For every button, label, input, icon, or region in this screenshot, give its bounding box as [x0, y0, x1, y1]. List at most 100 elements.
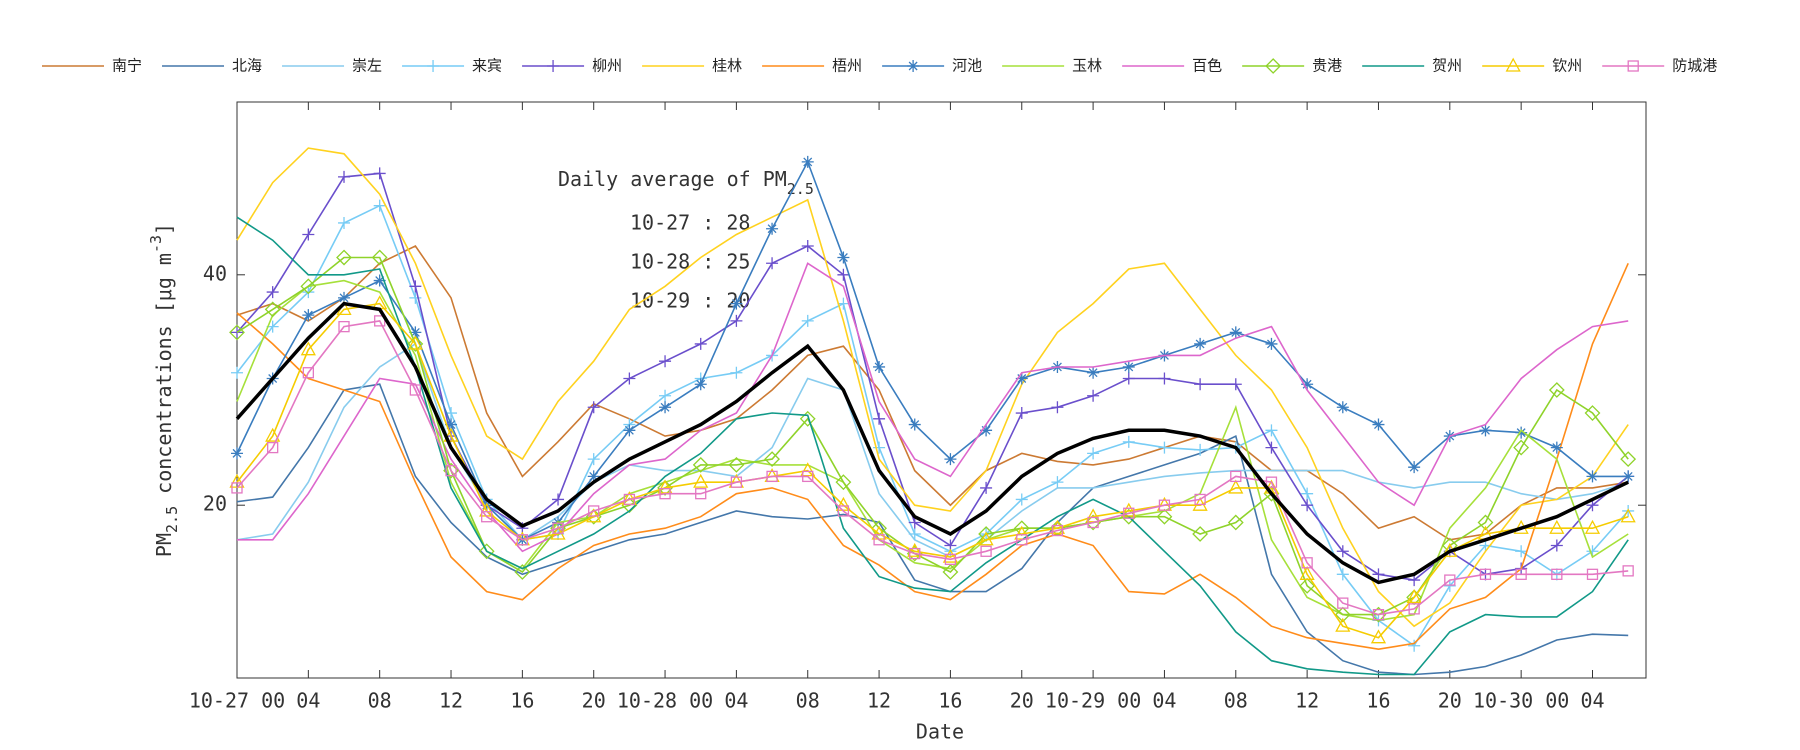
- x-tick-label: 08: [796, 689, 820, 713]
- marker: [407, 335, 423, 350]
- legend-label: 柳州: [592, 57, 622, 75]
- marker: [1265, 337, 1278, 350]
- series: [236, 262, 1629, 651]
- marker: [300, 278, 317, 295]
- x-tick-label: 16: [938, 689, 962, 713]
- marker: [1627, 60, 1639, 72]
- marker: [1230, 470, 1242, 483]
- marker: [409, 326, 422, 339]
- marker: [514, 564, 531, 580]
- marker: [1515, 545, 1528, 558]
- marker: [944, 453, 957, 466]
- marker: [445, 418, 458, 431]
- marker: [302, 367, 314, 379]
- marker: [1584, 519, 1601, 534]
- x-tick-label: 16: [1366, 689, 1390, 713]
- marker: [372, 295, 388, 310]
- series-line: [236, 320, 1629, 616]
- marker: [837, 505, 850, 517]
- marker: [374, 315, 386, 327]
- marker: [443, 427, 459, 442]
- marker: [1620, 451, 1637, 468]
- marker: [1122, 360, 1135, 373]
- legend-item: 玉林: [1002, 57, 1102, 75]
- marker: [1087, 447, 1100, 460]
- marker: [338, 291, 351, 304]
- marker: [692, 456, 709, 473]
- annotation-line: 10-29 : 20: [630, 289, 750, 313]
- marker: [1299, 565, 1315, 580]
- marker: [445, 464, 457, 477]
- marker: [1335, 617, 1351, 632]
- legend-item: 河池: [882, 57, 982, 75]
- marker: [1049, 519, 1066, 534]
- legend-item: 来宾: [402, 57, 502, 75]
- marker: [801, 155, 814, 168]
- y-label-rest: concentrations [μg m: [152, 253, 176, 506]
- marker: [1087, 516, 1099, 529]
- legend-label: 贺州: [1432, 57, 1462, 75]
- x-axis-label: Date: [916, 720, 964, 744]
- marker: [980, 424, 993, 437]
- y-label-main: PM: [152, 533, 176, 557]
- marker: [338, 320, 350, 333]
- series: [236, 244, 1629, 541]
- x-tick-label: 12: [439, 689, 463, 713]
- marker: [373, 199, 386, 212]
- marker: [1194, 493, 1206, 506]
- marker: [587, 470, 600, 483]
- x-tick-label: 20: [1010, 689, 1034, 713]
- marker: [1336, 568, 1349, 581]
- marker: [1444, 574, 1456, 586]
- legend-item: 贺州: [1362, 57, 1462, 75]
- marker: [1301, 378, 1314, 391]
- annotation-title-sub: 2.5: [787, 180, 814, 198]
- marker: [516, 534, 529, 546]
- marker: [1406, 588, 1422, 604]
- marker: [1334, 606, 1351, 623]
- marker: [873, 360, 886, 373]
- series-line: [236, 159, 1629, 541]
- marker: [764, 451, 780, 468]
- marker: [1443, 579, 1456, 592]
- marker: [835, 474, 852, 491]
- x-tick-label: 10-30 00: [1473, 689, 1569, 713]
- marker: [695, 488, 707, 500]
- legend-item: 梧州: [762, 57, 862, 75]
- marker: [909, 547, 921, 560]
- marker: [373, 274, 386, 287]
- marker: [1515, 426, 1528, 439]
- series: [231, 315, 1634, 621]
- marker: [1016, 534, 1028, 546]
- marker: [908, 418, 921, 431]
- legend-label: 来宾: [472, 57, 502, 75]
- marker: [1123, 507, 1135, 519]
- marker: [730, 297, 743, 310]
- marker: [1408, 639, 1421, 652]
- marker: [978, 531, 994, 546]
- marker: [1229, 378, 1242, 391]
- marker: [409, 291, 422, 304]
- x-tick-label: 12: [1295, 689, 1319, 713]
- marker: [730, 366, 743, 379]
- series-line: [236, 256, 1629, 616]
- marker: [1051, 401, 1064, 414]
- marker: [1479, 424, 1492, 437]
- marker: [1015, 372, 1028, 385]
- marker: [302, 309, 315, 322]
- legend-item: 崇左: [282, 57, 382, 75]
- series-line: [236, 383, 1629, 676]
- marker: [267, 441, 279, 454]
- marker: [980, 545, 992, 557]
- marker: [231, 482, 243, 494]
- marker: [980, 481, 993, 494]
- marker: [837, 268, 850, 281]
- marker: [1158, 372, 1171, 385]
- marker: [1194, 443, 1207, 456]
- x-tick-label: 10-28 00: [617, 689, 713, 713]
- marker: [1301, 487, 1314, 500]
- marker: [1586, 470, 1599, 483]
- x-tick-label: 04: [724, 689, 748, 713]
- legend-label: 防城港: [1672, 57, 1717, 75]
- y-label-sub: 2.5: [163, 506, 181, 533]
